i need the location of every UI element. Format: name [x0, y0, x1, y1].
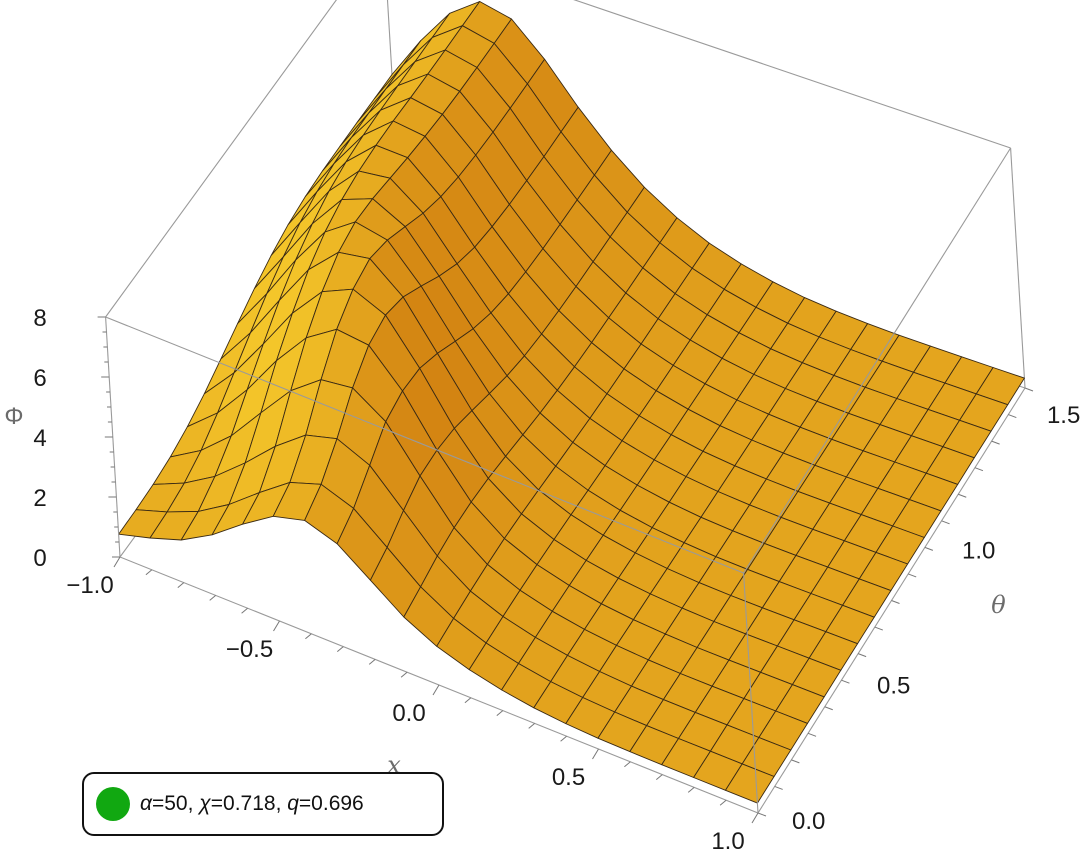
tick-mark — [113, 556, 121, 568]
legend: α=50, χ=0.718, q=0.696 — [82, 772, 444, 836]
phi-axis-label: Φ — [4, 403, 23, 430]
tick-mark — [177, 582, 185, 588]
tick-mark — [719, 799, 727, 806]
tick-mark — [924, 546, 934, 551]
tick-mark — [958, 493, 967, 498]
tick-mark — [624, 761, 631, 768]
box-edge — [573, 0, 1011, 149]
box-edge — [743, 147, 1012, 574]
x-tick-label: 0.5 — [552, 764, 585, 791]
tick-mark — [874, 626, 883, 631]
tick-mark — [841, 679, 850, 684]
tick-mark — [751, 812, 759, 824]
box-edge — [105, 0, 337, 318]
tick-mark — [791, 759, 800, 764]
box-edge — [105, 316, 744, 574]
tick-mark — [368, 659, 376, 665]
tick-mark — [145, 569, 153, 576]
surface-patch — [725, 763, 775, 804]
tick-mark — [891, 600, 900, 604]
box-edge — [743, 572, 759, 814]
tick-mark — [774, 785, 783, 790]
theta-tick-label: 0.5 — [877, 673, 910, 700]
tick-mark — [655, 774, 663, 780]
tick-mark — [1008, 414, 1017, 419]
tick-mark — [941, 520, 950, 525]
tick-mark — [857, 653, 867, 658]
tick-mark — [687, 787, 695, 793]
legend-label: α=50, χ=0.718, q=0.696 — [140, 792, 364, 815]
tick-mark — [432, 684, 440, 696]
x-tick-label: −1.0 — [66, 572, 113, 599]
tick-mark — [974, 467, 984, 472]
x-tick-label: −0.5 — [226, 636, 273, 663]
tick-mark — [592, 748, 599, 760]
tick-mark — [757, 812, 767, 817]
tick-mark — [400, 671, 408, 678]
tick-mark — [273, 620, 280, 632]
surface — [118, 1, 1025, 804]
theta-axis: 0.0 0.5 1.0 1.5 θ — [757, 387, 1080, 835]
tick-mark — [908, 573, 917, 578]
legend-marker — [96, 787, 130, 821]
phi-tick-label: 8 — [33, 305, 46, 332]
tick-mark — [496, 710, 504, 716]
tick-mark — [807, 732, 817, 737]
theta-tick-label: 1.0 — [962, 537, 995, 564]
phi-tick-label: 2 — [33, 485, 46, 512]
tick-mark — [241, 607, 248, 614]
tick-mark — [991, 440, 1000, 445]
phi-tick-label: 4 — [33, 425, 46, 452]
tick-mark — [305, 633, 312, 640]
theta-axis-label: θ — [991, 591, 1006, 619]
theta-tick-label: 1.5 — [1047, 402, 1080, 429]
x-tick-label: 1.0 — [711, 828, 744, 855]
theta-tick-label: 0.0 — [792, 808, 825, 835]
phi-tick-label: 0 — [33, 545, 46, 572]
phi-axis: 0 2 4 6 8 Φ — [4, 305, 120, 572]
phi-tick-label: 6 — [33, 365, 46, 392]
tick-mark — [528, 723, 536, 729]
tick-mark — [464, 697, 472, 704]
x-tick-label: 0.0 — [392, 700, 425, 727]
tick-mark — [824, 706, 833, 711]
box-edge — [1010, 147, 1026, 389]
tick-mark — [209, 595, 217, 601]
tick-mark — [1024, 387, 1034, 392]
tick-mark — [336, 646, 344, 652]
x-axis: −1.0−0.50.00.51.0x — [66, 556, 759, 855]
tick-mark — [560, 735, 567, 742]
